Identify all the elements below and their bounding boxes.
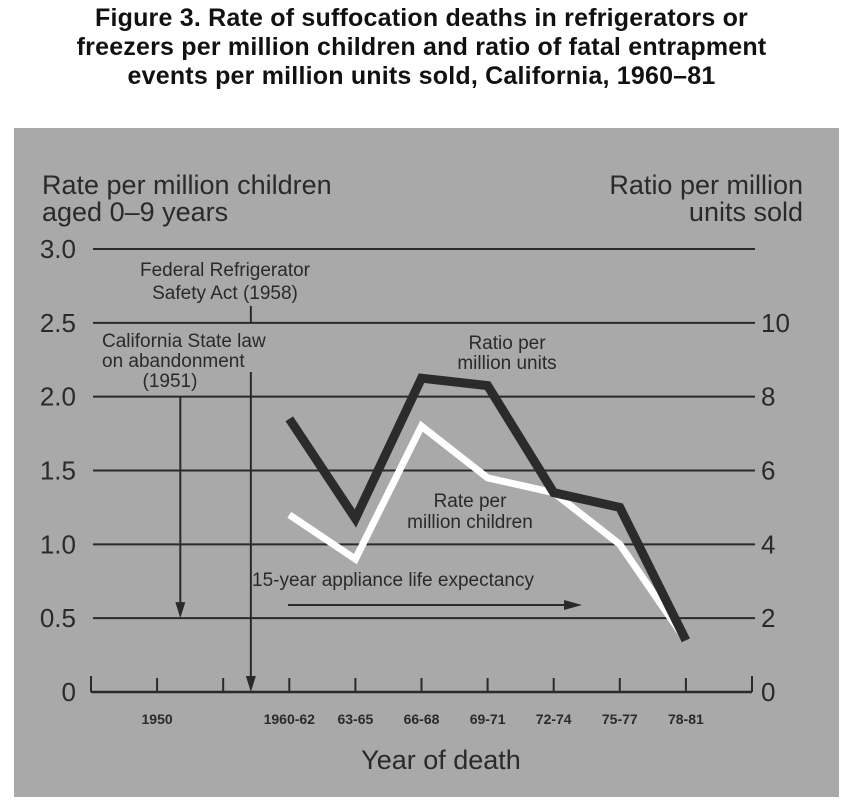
right-tick-label: 2 [761, 603, 775, 633]
title-line-2: freezers per million children and ratio … [76, 33, 767, 61]
left-tick-label: 0.5 [40, 603, 76, 633]
california-arrow-head [175, 602, 186, 619]
x-tick-label: 66-68 [404, 711, 440, 727]
x-tick-label: 78-81 [668, 711, 704, 727]
x-tick-label: 72-74 [536, 711, 572, 727]
left-axis-title-line-2: aged 0–9 years [42, 197, 228, 227]
right-tick-label: 0 [761, 677, 775, 707]
series-lines [285, 373, 690, 643]
figure-title: Figure 3. Rate of suffocation deaths in … [0, 4, 843, 91]
annotation-federal: Federal Refrigerator Safety Act (1958) [140, 260, 311, 304]
x-tick-label: 1960-62 [264, 711, 316, 727]
california-label-line-3: (1951) [143, 371, 198, 392]
x-tick-label: 75-77 [602, 711, 638, 727]
right-tick-label: 4 [761, 529, 775, 559]
x-tick-label: 69-71 [470, 711, 506, 727]
gridlines [93, 248, 755, 620]
rate-series-label-line-2: million children [407, 512, 533, 533]
left-tick-label: 1.0 [40, 529, 76, 559]
federal-arrow-head [245, 676, 256, 692]
x-tick-label: 1950 [142, 711, 173, 727]
left-axis-ticks: 0 0.5 1.0 1.5 2.0 2.5 3.0 [40, 234, 76, 707]
california-label-line-1: California State law [102, 331, 266, 352]
rate-series-label-line-1: Rate per [434, 491, 508, 512]
right-axis-title-line-2: units sold [689, 197, 803, 227]
x-axis-title: Year of death [361, 745, 521, 775]
annotation-lifespan: 15-year appliance life expectancy [252, 570, 535, 591]
ratio-series-label-line-1: Ratio per [468, 333, 546, 354]
right-tick-label: 10 [761, 308, 790, 338]
left-tick-label: 2.5 [40, 308, 76, 338]
right-tick-label: 6 [761, 456, 775, 486]
chart-panel [14, 128, 839, 797]
x-axis: 1950 1960-62 63-65 66-68 69-71 72-74 75-77 78-8… [90, 676, 753, 727]
federal-label-line-2: Safety Act (1958) [152, 283, 298, 304]
title-line-3: events per million units sold, Californi… [127, 62, 716, 90]
federal-label-line-1: Federal Refrigerator [140, 260, 311, 281]
ratio-series-label-line-2: million units [457, 353, 556, 374]
lifespan-arrow-head [564, 600, 582, 610]
annotation-california: California State law on abandonment (195… [102, 331, 266, 392]
title-line-1: Figure 3. Rate of suffocation deaths in … [95, 4, 748, 32]
right-axis-title-line-1: Ratio per million [609, 170, 803, 200]
left-tick-label: 2.0 [40, 382, 76, 412]
left-tick-label: 1.5 [40, 456, 76, 486]
left-axis-title-line-1: Rate per million children [42, 170, 332, 200]
lifespan-label: 15-year appliance life expectancy [252, 570, 535, 591]
right-tick-label: 8 [761, 382, 775, 412]
left-tick-label: 0 [62, 677, 76, 707]
annotation-arrows [175, 306, 582, 692]
x-tick-label: 63-65 [337, 711, 373, 727]
rate-series-line [287, 420, 689, 643]
california-label-line-2: on abandonment [102, 351, 245, 372]
right-axis-ticks: 0 2 4 6 8 10 [761, 308, 790, 707]
left-tick-label: 3.0 [40, 234, 76, 264]
